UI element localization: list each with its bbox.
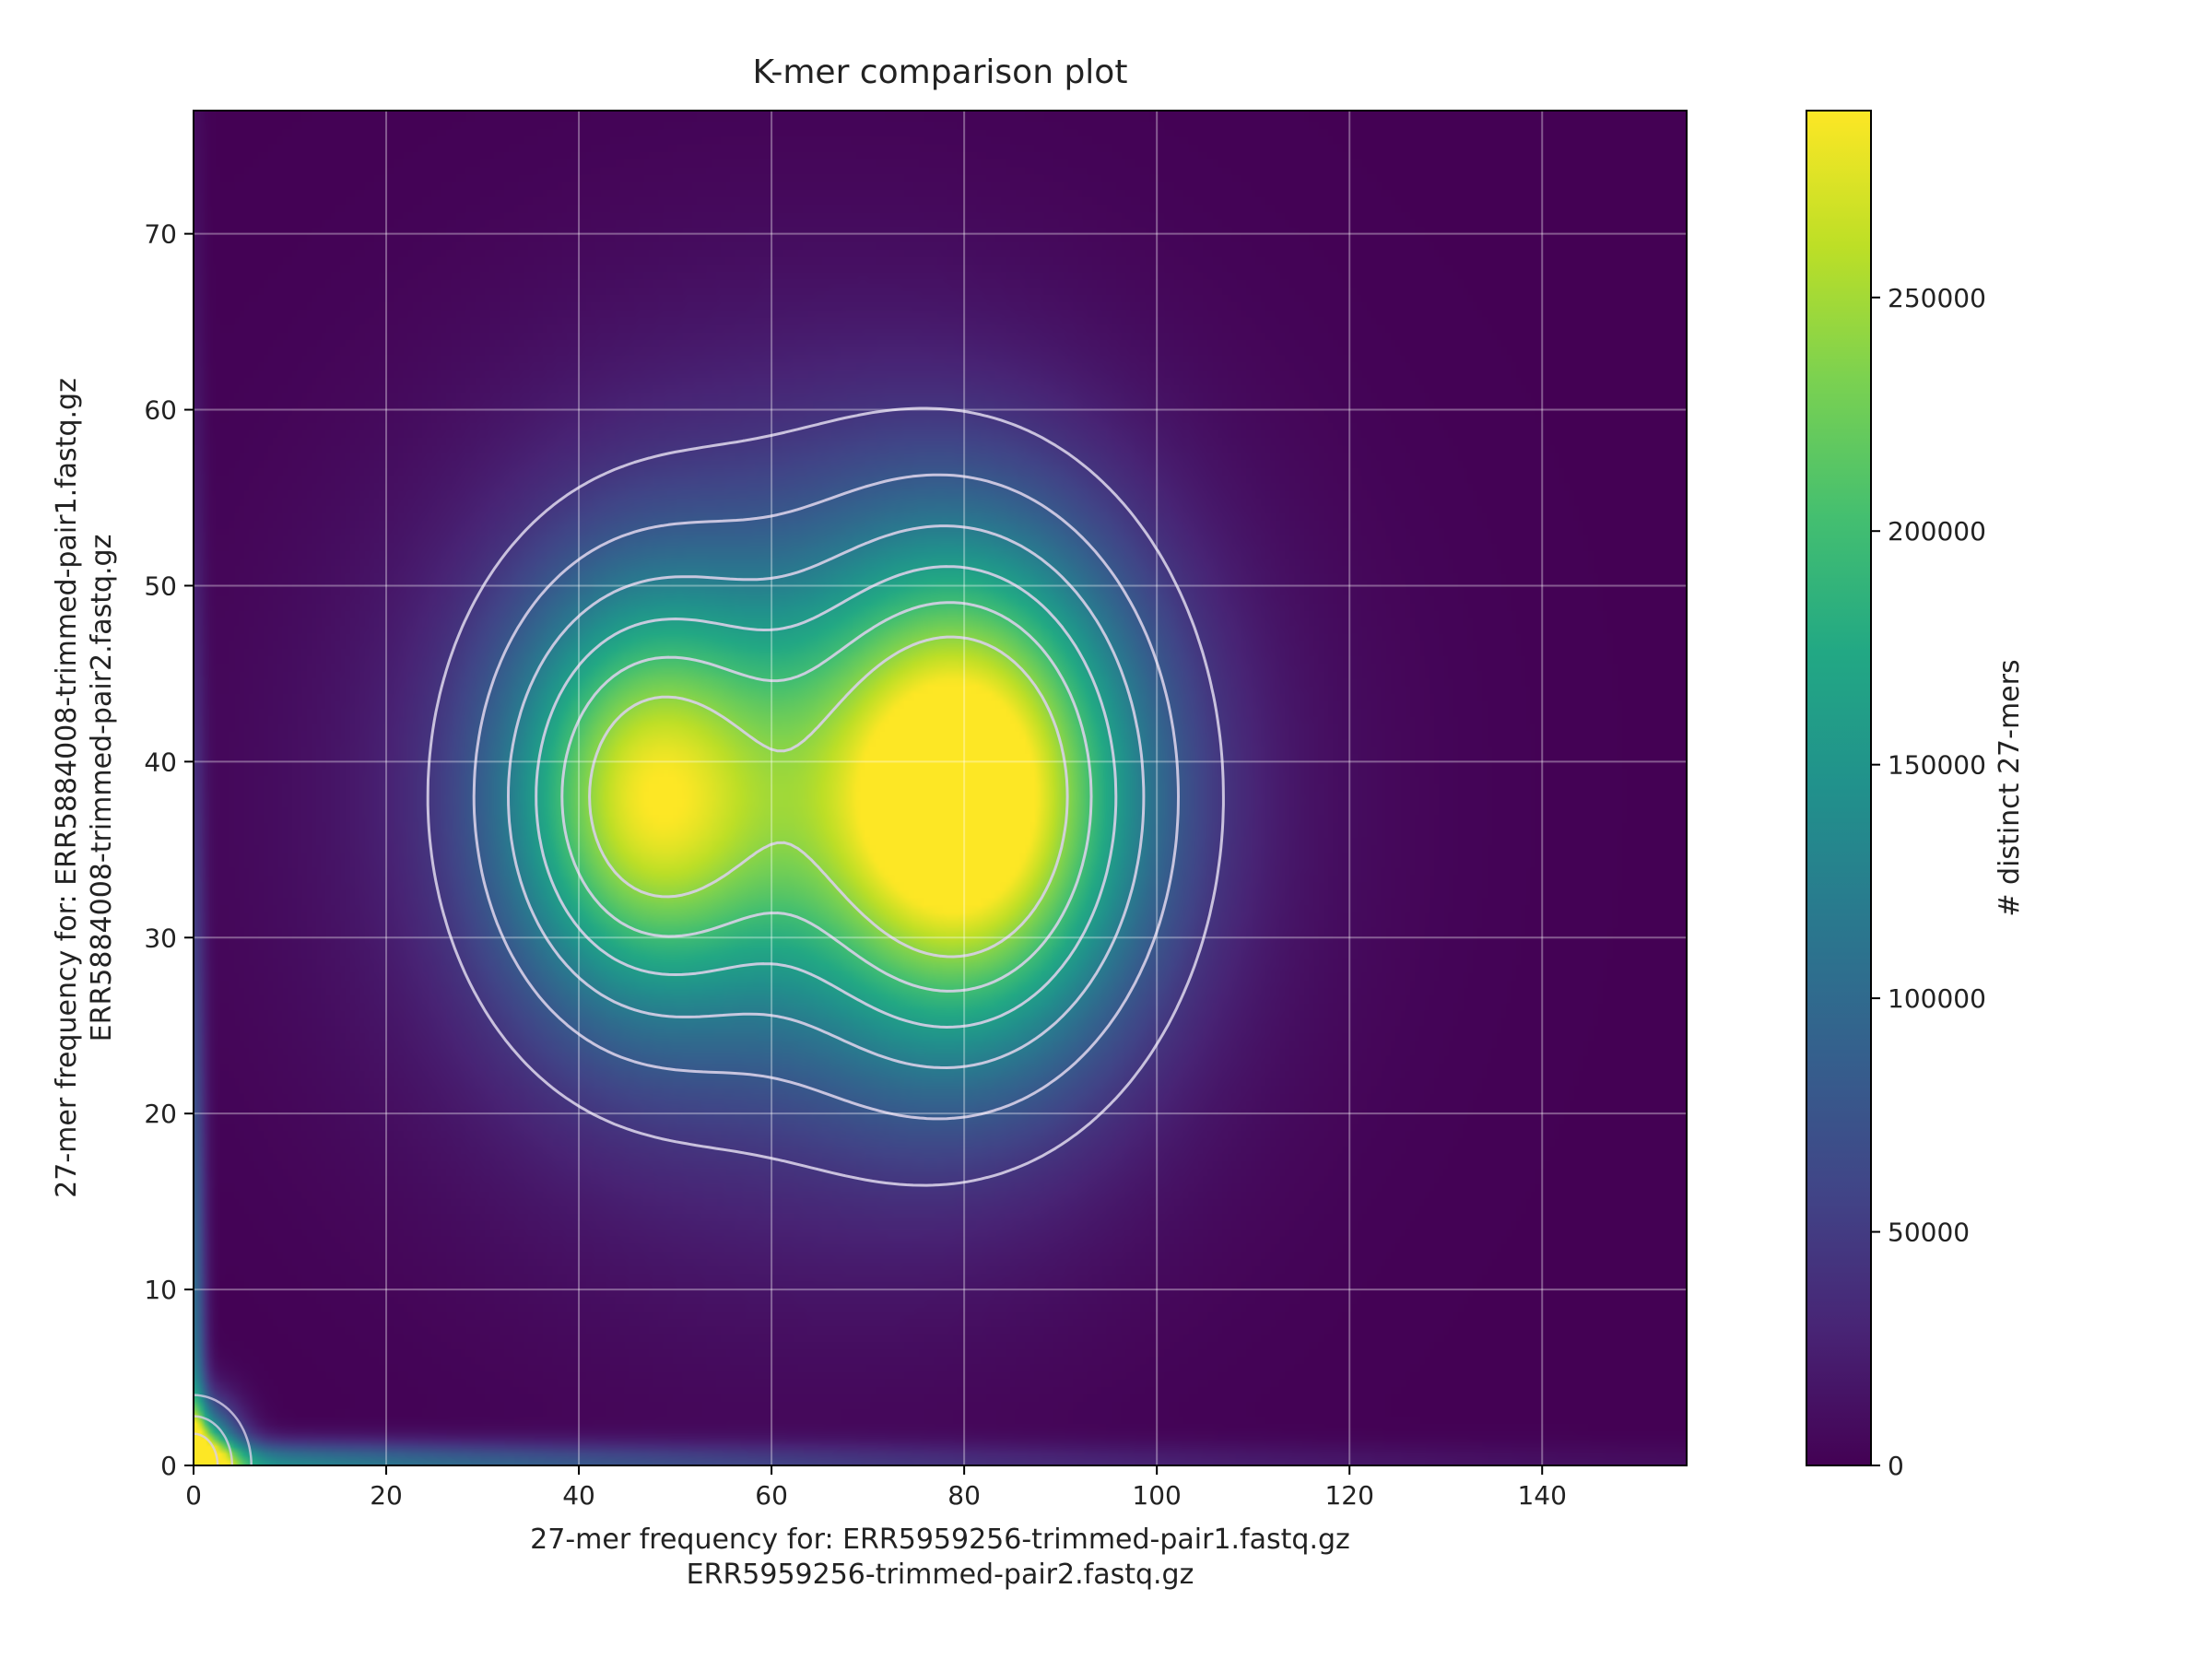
ytick-label: 0 [160, 1451, 177, 1481]
colorbar-tick-label: 50000 [1888, 1218, 1970, 1248]
plot-area [194, 111, 1687, 1465]
xtick-label: 40 [562, 1480, 595, 1511]
ytick-label: 50 [144, 571, 177, 601]
colorbar: 0 50000 100000 150000 200000 250000 # distinct… [1806, 111, 2026, 1481]
xtick-label: 0 [185, 1480, 202, 1511]
xtick-label: 60 [755, 1480, 788, 1511]
density-heatmap [194, 111, 1687, 1465]
ytick-label: 40 [144, 747, 177, 777]
ytick-label: 10 [144, 1275, 177, 1305]
colorbar-tick-label: 150000 [1888, 750, 1986, 781]
x-axis-label-line1: 27-mer frequency for: ERR5959256-trimmed… [530, 1524, 1350, 1556]
colorbar-label: # distinct 27-mers [1994, 659, 2026, 916]
colorbar-tick-label: 0 [1888, 1451, 1904, 1481]
xtick-label: 20 [370, 1480, 403, 1511]
xtick-label: 80 [947, 1480, 981, 1511]
x-axis-label-line2: ERR5959256-trimmed-pair2.fastq.gz [687, 1559, 1194, 1591]
colorbar-tick-label: 200000 [1888, 516, 1986, 547]
xtick-label: 140 [1517, 1480, 1566, 1511]
ytick-label: 70 [144, 219, 177, 250]
ytick-label: 20 [144, 1099, 177, 1129]
colorbar-tick-label: 100000 [1888, 983, 1986, 1014]
ytick-label: 60 [144, 395, 177, 426]
colorbar-rect [1806, 111, 1871, 1465]
xtick-label: 120 [1324, 1480, 1373, 1511]
y-axis-label-line1: 27-mer frequency for: ERR5884008-trimmed… [51, 378, 83, 1198]
colorbar-tick-label: 250000 [1888, 283, 1986, 313]
ytick-label: 30 [144, 923, 177, 953]
y-axis-label-line2: ERR5884008-trimmed-pair2.fastq.gz [86, 535, 118, 1042]
xtick-label: 100 [1132, 1480, 1181, 1511]
chart-title: K-mer comparison plot [753, 53, 1128, 91]
